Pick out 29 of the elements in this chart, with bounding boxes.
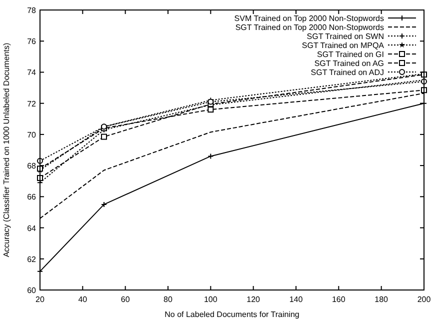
legend-label: SVM Trained on Top 2000 Non-Stopwords — [234, 14, 384, 23]
y-tick-label: 76 — [27, 37, 37, 46]
y-tick-label: 62 — [27, 254, 37, 264]
x-axis-title: No of Labeled Documents for Training — [164, 310, 300, 319]
x-tick-label: 200 — [417, 295, 432, 304]
y-tick-label: 60 — [27, 286, 37, 295]
x-tick-label: 140 — [289, 295, 304, 304]
y-tick-label: 70 — [27, 130, 37, 140]
x-tick-label: 100 — [204, 295, 218, 304]
x-tick-label: 40 — [78, 295, 88, 304]
x-tick-label: 60 — [120, 295, 130, 304]
legend-label: SGT Trained on GI — [317, 50, 384, 59]
y-tick-label: 72 — [27, 99, 37, 108]
legend-label: SGT Trained on AG — [314, 59, 384, 68]
x-tick-label: 160 — [332, 295, 346, 304]
y-axis-title: Accuracy (Classifier Trained on 1000 Unlabeled Documents) — [2, 42, 11, 258]
legend-label: SGT Trained on MPQA — [302, 41, 385, 50]
y-tick-label: 66 — [27, 192, 37, 202]
x-tick-label: 20 — [36, 295, 45, 304]
legend-label: SGT Trained on SWN — [306, 32, 384, 41]
legend-label: SGT Trained on ADJ — [310, 68, 384, 77]
x-tick-label: 120 — [246, 295, 261, 304]
x-tick-label: 180 — [374, 295, 389, 304]
legend-label: SGT Trained on Top 2000 Non-Stopwords — [235, 23, 384, 32]
y-tick-label: 68 — [27, 162, 37, 171]
y-tick-label: 74 — [27, 68, 37, 78]
y-tick-label: 78 — [27, 6, 37, 15]
y-tick-label: 64 — [27, 224, 37, 233]
x-tick-label: 80 — [164, 295, 173, 304]
